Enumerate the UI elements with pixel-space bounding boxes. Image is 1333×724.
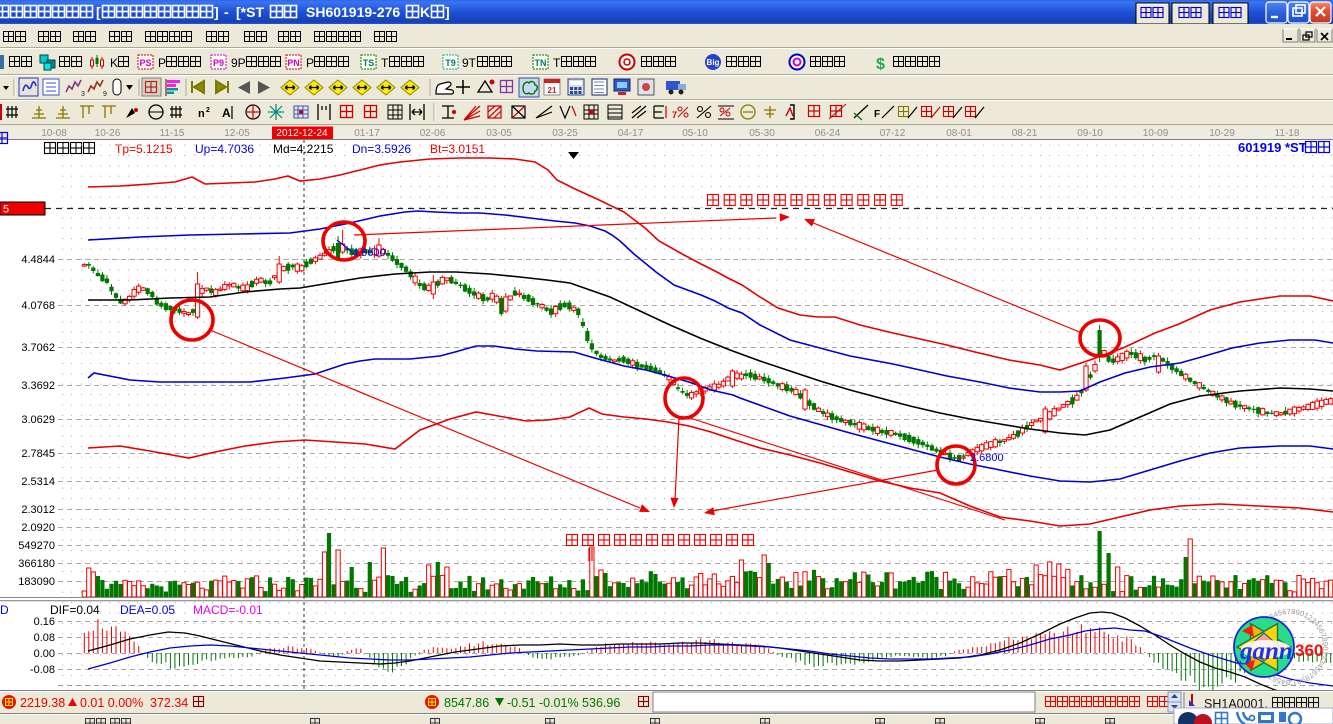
- svg-text:[: [: [96, 4, 101, 20]
- svg-text:9P: 9P: [231, 56, 246, 70]
- svg-text:183090: 183090: [18, 576, 55, 588]
- svg-text:3.0629: 3.0629: [21, 414, 55, 426]
- svg-text:2.3012: 2.3012: [21, 504, 55, 516]
- svg-text:9T: 9T: [462, 56, 477, 70]
- svg-text:549270: 549270: [18, 540, 55, 552]
- svg-text:366180: 366180: [18, 558, 55, 570]
- svg-text:09-10: 09-10: [1077, 128, 1103, 139]
- svg-text:2.0920: 2.0920: [21, 522, 55, 534]
- svg-text:0.16: 0.16: [34, 616, 55, 628]
- svg-text:D: D: [0, 603, 9, 617]
- svg-text:PN: PN: [287, 58, 300, 68]
- svg-text:T: T: [381, 56, 389, 70]
- svg-text:08-21: 08-21: [1012, 128, 1038, 139]
- svg-text:F: F: [874, 109, 880, 120]
- svg-text:06-24: 06-24: [815, 128, 841, 139]
- svg-text:$: $: [876, 56, 885, 73]
- svg-text:10-08: 10-08: [41, 128, 67, 139]
- svg-text:12-05: 12-05: [224, 128, 250, 139]
- svg-text:21: 21: [548, 86, 557, 95]
- svg-text:10-29: 10-29: [1209, 128, 1235, 139]
- svg-text:9: 9: [103, 91, 107, 98]
- svg-text:T9: T9: [445, 58, 456, 68]
- svg-text:P: P: [158, 56, 166, 70]
- svg-text:11-15: 11-15: [160, 128, 185, 139]
- svg-text:0.08: 0.08: [34, 632, 55, 644]
- svg-text:P: P: [306, 56, 314, 70]
- svg-text:10-26: 10-26: [95, 128, 121, 139]
- svg-text:05-30: 05-30: [749, 128, 775, 139]
- svg-text:]: ]: [214, 4, 219, 20]
- svg-text:P9: P9: [213, 58, 224, 68]
- svg-text:05-10: 05-10: [682, 128, 708, 139]
- svg-text:04-17: 04-17: [618, 128, 644, 139]
- svg-text:K: K: [110, 56, 118, 70]
- svg-text:01-17: 01-17: [354, 128, 380, 139]
- svg-text:Big: Big: [707, 58, 720, 67]
- svg-text:07-12: 07-12: [880, 128, 906, 139]
- svg-text:601919 *ST: 601919 *ST: [1238, 140, 1307, 155]
- svg-text:TS: TS: [363, 58, 375, 68]
- svg-text:-0.51 -0.01% 536.96: -0.51 -0.01% 536.96: [507, 696, 620, 710]
- svg-text:2.5314: 2.5314: [21, 476, 55, 488]
- svg-text:MACD=-0.01: MACD=-0.01: [193, 603, 263, 617]
- svg-text:A: A: [222, 106, 231, 120]
- svg-text:08-01: 08-01: [946, 128, 972, 139]
- svg-text:360: 360: [1295, 641, 1323, 660]
- svg-text:03-05: 03-05: [486, 128, 512, 139]
- svg-text:Bt=3.0151: Bt=3.0151: [430, 142, 485, 156]
- svg-text:Md=4.2215: Md=4.2215: [273, 142, 334, 156]
- svg-text:K: K: [420, 4, 430, 20]
- svg-text:3.7062: 3.7062: [21, 342, 55, 354]
- svg-text:8547.86: 8547.86: [444, 696, 489, 710]
- svg-text:Dn=3.5926: Dn=3.5926: [352, 142, 411, 156]
- svg-text:gann: gann: [1239, 638, 1293, 665]
- svg-text:]: ]: [445, 4, 450, 20]
- svg-text:11-18: 11-18: [1275, 128, 1300, 139]
- svg-text:T: T: [553, 56, 561, 70]
- svg-text:0.01 0.00%: 0.01 0.00%: [80, 696, 143, 710]
- svg-text:2219.38: 2219.38: [20, 696, 65, 710]
- svg-text:7: 7: [672, 110, 677, 120]
- svg-text:4.4844: 4.4844: [21, 254, 55, 266]
- svg-text:2: 2: [206, 107, 210, 114]
- svg-text:-0.08: -0.08: [30, 664, 55, 676]
- svg-text:4.0768: 4.0768: [21, 300, 55, 312]
- svg-text:5: 5: [3, 204, 9, 216]
- svg-text:TN: TN: [535, 58, 547, 68]
- svg-text:2.6800: 2.6800: [970, 452, 1004, 464]
- svg-text:02-06: 02-06: [420, 128, 446, 139]
- svg-text:0.00: 0.00: [34, 648, 55, 660]
- svg-text:Up=4.7036: Up=4.7036: [195, 142, 254, 156]
- svg-text:Tp=5.1215: Tp=5.1215: [115, 142, 173, 156]
- svg-text:[*ST: [*ST: [236, 4, 264, 20]
- svg-text:2012-12-24: 2012-12-24: [276, 128, 328, 139]
- svg-text:2.7845: 2.7845: [21, 448, 55, 460]
- svg-text:3.3692: 3.3692: [21, 380, 55, 392]
- svg-text:4.6600: 4.6600: [352, 247, 386, 259]
- svg-text:03-25: 03-25: [552, 128, 578, 139]
- svg-text:DIF=0.04: DIF=0.04: [50, 603, 100, 617]
- svg-text:10-09: 10-09: [1143, 128, 1169, 139]
- svg-text:DEA=0.05: DEA=0.05: [120, 603, 175, 617]
- svg-text:372.34: 372.34: [150, 696, 188, 710]
- svg-text:n: n: [198, 108, 205, 120]
- svg-text:SH601919-276: SH601919-276: [306, 4, 400, 20]
- svg-text:PS: PS: [139, 58, 151, 68]
- svg-text:-: -: [224, 4, 229, 20]
- svg-text:3: 3: [81, 91, 85, 98]
